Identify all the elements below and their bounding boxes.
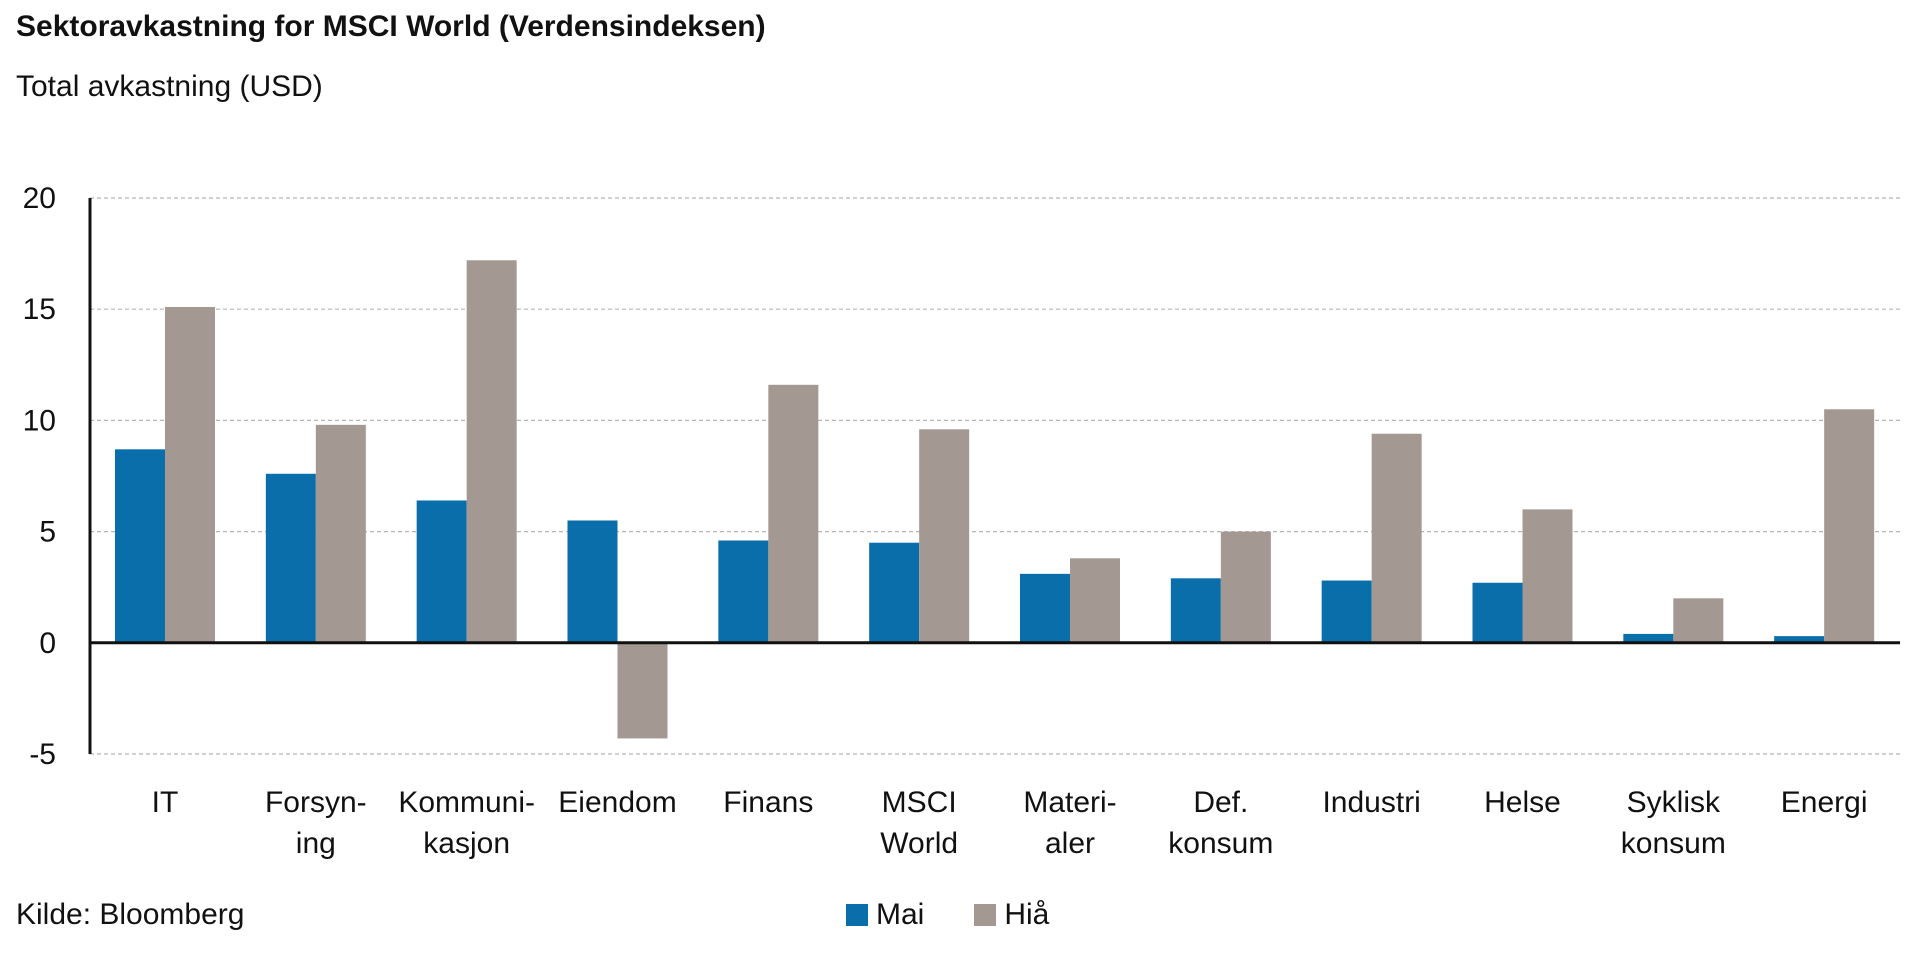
x-tick-label: MSCI World — [880, 786, 958, 860]
x-tick-label: Eiendom — [558, 786, 676, 819]
x-tick-label: Syklisk konsum — [1621, 786, 1726, 860]
bar-hia — [1070, 558, 1120, 643]
legend-label-hia: Hiå — [1004, 898, 1050, 931]
y-tick-label: -5 — [29, 738, 56, 771]
bar-hia — [1673, 598, 1724, 643]
y-tick-label: 0 — [39, 627, 56, 660]
y-tick-label: 20 — [23, 182, 56, 215]
y-tick-label: 10 — [23, 404, 56, 437]
bar-hia — [466, 260, 517, 643]
x-tick-label: Industri — [1322, 786, 1420, 819]
y-tick-label: 15 — [23, 293, 56, 326]
bar-mai — [416, 500, 467, 643]
legend-swatch-hia — [974, 904, 997, 926]
legend-item-hia: Hiå — [974, 898, 1049, 932]
bar-hia — [617, 642, 668, 739]
legend: Mai Hiå — [846, 898, 1099, 932]
x-tick-label: Kommuni-kasjon — [398, 786, 535, 860]
bar-mai — [1623, 633, 1674, 643]
x-tick-label: Energi — [1781, 786, 1868, 819]
legend-item-mai: Mai — [846, 898, 924, 932]
chart-title: Sektoravkastning for MSCI World (Verdens… — [16, 10, 766, 43]
bar-hia — [1522, 509, 1573, 643]
source-note: Kilde: Bloomberg — [16, 898, 245, 931]
bar-mai — [115, 449, 165, 643]
bar-mai — [1774, 636, 1825, 643]
bar-hia — [1824, 409, 1875, 643]
bar-hia — [1371, 433, 1422, 643]
bar-mai — [1020, 573, 1070, 643]
bar-mai — [718, 540, 769, 643]
x-tick-label: Helse — [1484, 786, 1561, 819]
x-tick-label: Forsyn-ing — [265, 786, 367, 860]
bar-hia — [1220, 531, 1271, 643]
x-tick-label: Finans — [723, 786, 813, 819]
bar-hia — [768, 384, 819, 643]
bar-mai — [1170, 578, 1221, 643]
bar-hia — [919, 429, 970, 643]
y-tick-label: 5 — [39, 516, 56, 549]
x-tick-label: Def. konsum — [1168, 786, 1273, 860]
x-tick-label: IT — [152, 786, 179, 819]
bar-mai — [1321, 580, 1372, 643]
bar-hia — [315, 424, 366, 643]
legend-label-mai: Mai — [876, 898, 925, 931]
bar-mai — [265, 473, 316, 643]
chart-subtitle: Total avkastning (USD) — [16, 70, 323, 103]
bar-hia — [165, 306, 215, 643]
legend-swatch-mai — [846, 904, 868, 926]
bar-mai — [567, 520, 618, 643]
bar-mai — [1472, 582, 1523, 643]
x-tick-label: Materi-aler — [1023, 786, 1116, 860]
bar-mai — [869, 542, 920, 643]
